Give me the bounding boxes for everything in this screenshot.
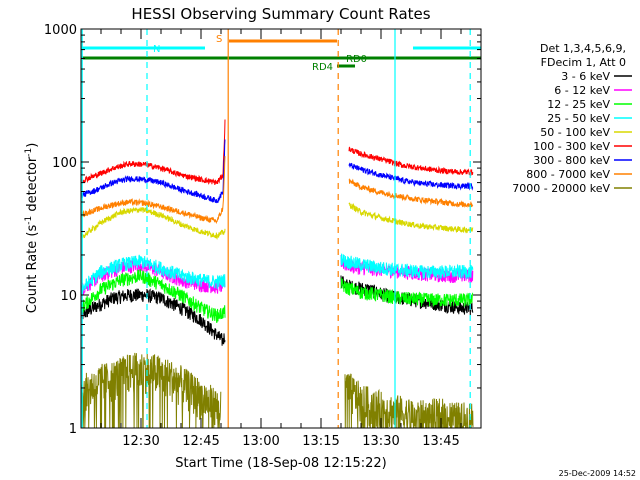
legend: Det 1,3,4,5,6,9,FDecim 1, Att 03 - 6 keV… [512,42,632,195]
legend-label: 300 - 800 keV [533,154,610,167]
legend-label: 50 - 100 keV [540,126,610,139]
series-line-5-1 [348,146,474,177]
series-4 [80,202,474,241]
series-7 [80,156,474,225]
series-3 [80,253,474,295]
y-tick-label: 1 [69,422,77,437]
series-line-7-0 [80,156,226,225]
series-2 [80,269,474,323]
series-0 [80,275,474,346]
series-line-8-1 [344,373,474,429]
series-line-6-1 [348,162,474,191]
state-bar-label-S: S [216,34,222,45]
state-bar-label-N: N [153,44,160,55]
x-tick-label: 13:30 [362,434,399,449]
series-5 [80,119,474,186]
x-axis-label: Start Time (18-Sep-08 12:15:22) [175,456,386,471]
y-tick-label: 10 [60,289,77,304]
date-stamp: 25-Dec-2009 14:52 [559,469,636,478]
legend-label: 12 - 25 keV [547,98,610,111]
chart-title: HESSI Observing Summary Count Rates [131,5,430,23]
series-line-2-0 [80,269,226,323]
state-bar-label-RD4: RD4 [312,62,333,73]
series-line-8-0 [80,352,222,429]
x-tick-label: 13:45 [422,434,459,449]
series-line-7-1 [348,178,474,208]
series-line-3-0 [80,254,226,295]
series-line-4-0 [80,206,226,241]
series-line-0-1 [340,275,474,316]
legend-label: 800 - 7000 keV [526,168,610,181]
series-line-6-0 [80,139,226,204]
series-line-3-1 [340,253,474,280]
series-line-0-0 [80,288,226,346]
x-tick-label: 12:30 [122,434,159,449]
legend-label: 100 - 300 keV [533,140,610,153]
plot-area: N S RD0 RD4 1 10 100 1000 12:30 12:45 13:00 13:15 13… [44,23,482,449]
x-tick-label: 12:45 [182,434,219,449]
x-tick-label: 13:15 [302,434,339,449]
series-line-2-1 [340,276,474,308]
legend-label: 7000 - 20000 keV [512,182,610,195]
y-axis-label: Count Rate (s-1 detector-1) [24,143,40,314]
series-line-4-1 [348,202,474,234]
y-axis-label-text: Count Rate (s-1 detector-1) [24,143,40,314]
y-tick-label: 100 [52,156,77,171]
state-bar-label-RD0: RD0 [346,54,367,65]
legend-header-line: Det 1,3,4,5,6,9, [540,42,626,55]
legend-label: 25 - 50 keV [547,112,610,125]
legend-label: 3 - 6 keV [561,70,610,83]
legend-label: 6 - 12 keV [554,84,610,97]
series-6 [80,139,474,204]
legend-header-line: FDecim 1, Att 0 [541,56,626,69]
series-8 [80,352,474,429]
series-line-5-0 [80,119,226,186]
y-tick-label: 1000 [44,23,77,38]
x-tick-label: 13:00 [242,434,279,449]
